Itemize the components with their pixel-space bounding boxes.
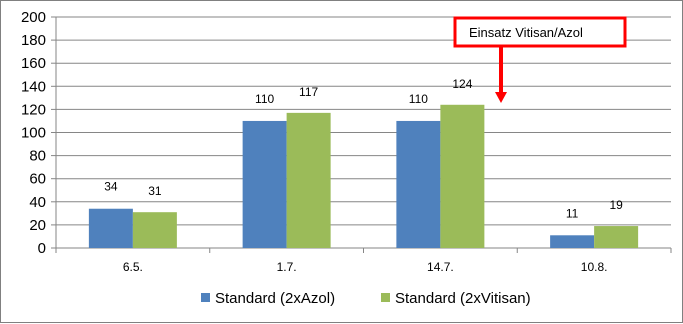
data-label: 11 bbox=[566, 206, 579, 220]
bar-azol bbox=[242, 120, 287, 248]
data-label: 110 bbox=[409, 92, 428, 106]
annotation-box bbox=[453, 16, 627, 48]
annotation-text: Einsatz Vitisan/Azol bbox=[469, 25, 583, 40]
y-tick-label: 60 bbox=[29, 171, 46, 188]
y-tick-label: 20 bbox=[29, 217, 46, 234]
y-tick-label: 40 bbox=[29, 194, 46, 211]
data-label: 19 bbox=[609, 198, 623, 212]
y-tick-label: 200 bbox=[21, 9, 46, 26]
y-tick-label: 80 bbox=[29, 148, 46, 165]
bar-azol bbox=[396, 120, 441, 248]
data-label: 124 bbox=[452, 77, 472, 91]
y-tick-label: 160 bbox=[21, 55, 46, 72]
x-tick-label: 1.7. bbox=[277, 260, 297, 274]
bar-vitisan bbox=[440, 104, 485, 248]
bar-vitisan bbox=[132, 212, 177, 248]
data-label: 34 bbox=[104, 180, 118, 194]
bar-vitisan bbox=[594, 226, 639, 248]
legend-label: Standard (2xVitisan) bbox=[395, 290, 531, 307]
data-label: 110 bbox=[255, 92, 274, 106]
x-tick-label: 10.8. bbox=[581, 260, 608, 274]
x-tick-label: 6.5. bbox=[123, 260, 143, 274]
y-tick-label: 140 bbox=[21, 78, 46, 95]
data-label: 31 bbox=[148, 184, 162, 198]
bar-azol bbox=[550, 235, 595, 248]
y-tick-label: 180 bbox=[21, 32, 46, 49]
legend-swatch bbox=[201, 293, 210, 302]
y-tick-label: 100 bbox=[21, 125, 46, 142]
x-tick-label: 14.7. bbox=[427, 260, 454, 274]
y-tick-label: 0 bbox=[38, 240, 46, 257]
annotation-arrow-head bbox=[495, 92, 507, 103]
data-label: 117 bbox=[299, 85, 318, 99]
legend-label: Standard (2xAzol) bbox=[215, 290, 335, 307]
legend-swatch bbox=[381, 293, 390, 302]
bar-azol bbox=[88, 208, 133, 248]
y-tick-label: 120 bbox=[21, 101, 46, 118]
bar-vitisan bbox=[286, 112, 331, 249]
